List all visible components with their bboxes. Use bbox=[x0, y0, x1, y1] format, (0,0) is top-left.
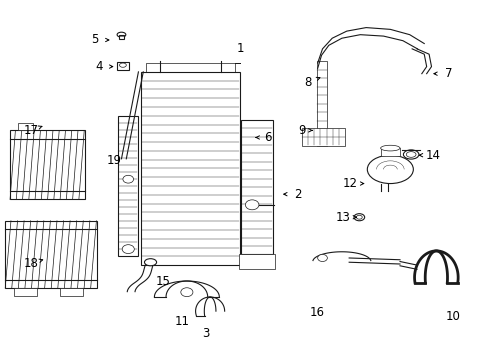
Text: 2: 2 bbox=[294, 188, 302, 201]
Ellipse shape bbox=[354, 214, 365, 221]
Text: 10: 10 bbox=[446, 310, 461, 323]
Bar bbox=[117, 62, 129, 70]
Text: 16: 16 bbox=[310, 306, 325, 319]
Bar bbox=[10, 130, 85, 199]
Ellipse shape bbox=[122, 245, 134, 253]
Text: 6: 6 bbox=[265, 131, 272, 144]
Bar bbox=[317, 61, 327, 146]
Ellipse shape bbox=[117, 32, 126, 37]
Text: 19: 19 bbox=[107, 154, 122, 167]
Bar bbox=[141, 72, 240, 265]
Bar bbox=[18, 123, 32, 130]
Text: 18: 18 bbox=[24, 257, 38, 270]
Text: 17: 17 bbox=[24, 124, 38, 137]
Ellipse shape bbox=[403, 150, 419, 159]
Text: 5: 5 bbox=[91, 33, 98, 46]
Ellipse shape bbox=[368, 155, 414, 184]
Text: 1: 1 bbox=[236, 42, 244, 55]
Text: 11: 11 bbox=[174, 315, 190, 328]
Ellipse shape bbox=[245, 200, 259, 210]
Ellipse shape bbox=[406, 152, 416, 157]
Ellipse shape bbox=[120, 63, 126, 67]
Text: 14: 14 bbox=[425, 149, 441, 162]
Bar bbox=[60, 288, 83, 296]
Ellipse shape bbox=[381, 145, 400, 151]
Text: 8: 8 bbox=[304, 76, 312, 89]
Ellipse shape bbox=[318, 255, 327, 261]
Bar bbox=[241, 120, 272, 255]
Bar bbox=[119, 35, 124, 39]
Bar bbox=[239, 255, 275, 269]
Ellipse shape bbox=[181, 288, 193, 297]
Text: 13: 13 bbox=[336, 211, 351, 224]
Text: 4: 4 bbox=[95, 60, 102, 73]
Text: 15: 15 bbox=[155, 275, 170, 288]
Text: 3: 3 bbox=[202, 327, 210, 339]
Ellipse shape bbox=[123, 175, 134, 183]
Bar bbox=[381, 148, 400, 156]
Ellipse shape bbox=[356, 215, 362, 219]
Bar bbox=[118, 116, 138, 256]
Text: 12: 12 bbox=[343, 177, 358, 190]
Bar bbox=[302, 128, 345, 146]
Text: 9: 9 bbox=[298, 124, 305, 137]
Ellipse shape bbox=[145, 259, 157, 266]
Bar bbox=[5, 221, 97, 288]
Bar bbox=[14, 288, 37, 296]
Text: 7: 7 bbox=[445, 67, 452, 80]
